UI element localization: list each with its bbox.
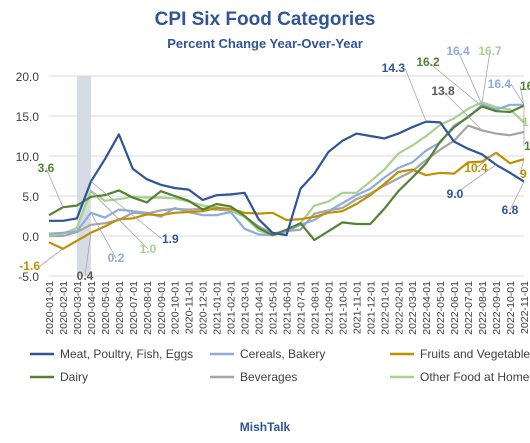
annotation-label: 14.3: [382, 61, 406, 75]
x-tick-label: 2022-05-01: [435, 281, 447, 335]
annotation-leader: [427, 61, 483, 107]
x-tick-label: 2020-09-01: [156, 281, 168, 335]
annotation-label: 0.4: [77, 269, 94, 283]
annotation-label: 10.4: [464, 161, 488, 175]
x-tick-label: 2020-07-01: [128, 281, 140, 335]
x-tick-label: 2020-01-01: [44, 281, 56, 335]
series-line-2: [48, 151, 525, 250]
x-tick-label: 2020-08-01: [142, 281, 154, 335]
annotation-leader: [90, 212, 117, 259]
annotation-label: 1: [522, 115, 529, 129]
x-tick-label: 2022-08-01: [477, 281, 489, 335]
annotation-label: 16.4: [446, 44, 470, 58]
x-tick-label: 2020-05-01: [100, 281, 112, 335]
x-tick-label: 2022-06-01: [449, 281, 461, 335]
annotation-leader: [90, 190, 149, 250]
annotation-label: 13.8: [431, 84, 455, 98]
x-tick-label: 2022-09-01: [491, 281, 503, 335]
y-tick-label: 5.0: [22, 190, 39, 204]
series-line-0: [49, 120, 525, 237]
series-line-3: [48, 104, 525, 242]
x-tick-label: 2020-11-01: [184, 281, 196, 334]
y-tick-label: 15.0: [16, 110, 40, 124]
x-tick-label: 2021-04-01: [254, 281, 266, 335]
legend-label: Other Food at Home: [420, 370, 530, 384]
annotation-leader: [90, 181, 163, 240]
annotation-leader: [39, 248, 64, 267]
source-label: MishTalk: [240, 420, 291, 434]
series-line-5: [48, 101, 525, 237]
y-tick-label: -5.0: [18, 270, 39, 284]
chart-subtitle: Percent Change Year-Over-Year: [167, 36, 363, 51]
x-tick-label: 2022-11-01: [519, 281, 530, 334]
annotation-label: 16.2: [416, 55, 440, 69]
annotation-leader: [475, 152, 497, 169]
x-tick-label: 2020-12-01: [198, 281, 210, 335]
x-tick-label: 2020-04-01: [86, 281, 98, 335]
x-tick-label: 2020-02-01: [58, 281, 70, 335]
legend-label: Dairy: [60, 370, 88, 384]
y-tick-label: 10.0: [16, 150, 40, 164]
legend-label: Fruits and Vegetables: [420, 347, 530, 361]
annotation-leader: [519, 159, 525, 175]
x-tick-label: 2021-03-01: [240, 281, 252, 335]
annotation-label: 9.0: [447, 187, 464, 201]
annotation-label: 1.0: [140, 242, 157, 256]
annotation-label: 3.6: [38, 161, 55, 175]
x-tick-label: 2022-02-01: [393, 281, 405, 335]
legend-label: Beverages: [240, 370, 297, 384]
y-tick-label: 0.0: [22, 230, 39, 244]
x-tick-label: 2021-09-01: [323, 281, 335, 335]
x-tick-label: 2021-12-01: [365, 281, 377, 335]
x-tick-label: 2021-07-01: [295, 281, 307, 335]
annotation-label: 0.2: [108, 251, 125, 265]
annotation-leader: [454, 164, 497, 195]
x-tick-label: 2020-06-01: [114, 281, 126, 335]
series-line-1: [48, 103, 524, 237]
x-tick-label: 2021-08-01: [309, 281, 321, 335]
annotation-label: -1.6: [19, 259, 40, 273]
x-tick-label: 2021-11-01: [351, 281, 363, 334]
x-tick-label: 2021-02-01: [226, 281, 238, 335]
annotation-label: 16: [520, 79, 530, 93]
annotation-leader: [457, 50, 483, 105]
x-tick-label: 2022-07-01: [463, 281, 475, 335]
x-tick-label: 2020-03-01: [72, 281, 84, 335]
annotation-leader: [404, 67, 427, 122]
x-tick-label: 2020-10-01: [170, 281, 182, 335]
annotation-leader: [442, 90, 483, 131]
annotation-label: 16.7: [478, 44, 502, 58]
x-tick-label: 2022-04-01: [421, 281, 433, 335]
annotation-leader: [519, 85, 525, 106]
x-tick-label: 2021-01-01: [212, 281, 224, 335]
annotation-label: 1.9: [162, 232, 179, 246]
chart-title: CPI Six Food Categories: [155, 9, 376, 30]
annotation-leader: [84, 232, 92, 277]
plot-area: 20.0 15.0 10.0 5.0 0.0 -5.0 2020-01-01 2020-02-…: [16, 44, 530, 335]
legend-label: Cereals, Bakery: [240, 347, 325, 361]
legend: Meat, Poultry, Fish, Eggs Cereals, Bakery…: [30, 347, 530, 384]
x-tick-label: 2022-10-01: [505, 281, 517, 335]
x-tick-label: 2021-06-01: [282, 281, 294, 335]
y-tick-label: 20.0: [16, 70, 40, 84]
x-tick-label: 2022-01-01: [379, 281, 391, 335]
annotation-leader: [481, 50, 491, 103]
annotation-leader: [45, 167, 64, 208]
x-tick-label: 2022-03-01: [407, 281, 419, 335]
x-tick-label: 2021-10-01: [337, 281, 349, 335]
annotation-leader: [509, 181, 525, 211]
annotation-label: 9: [520, 167, 527, 181]
annotation-label: 6.8: [502, 203, 519, 217]
annotation-leader: [510, 83, 525, 106]
annotation-label: 16.4: [488, 77, 512, 91]
annotation-label: 1: [524, 139, 530, 153]
x-tick-label: 2021-05-01: [268, 281, 280, 335]
legend-label: Meat, Poultry, Fish, Eggs: [60, 347, 193, 361]
